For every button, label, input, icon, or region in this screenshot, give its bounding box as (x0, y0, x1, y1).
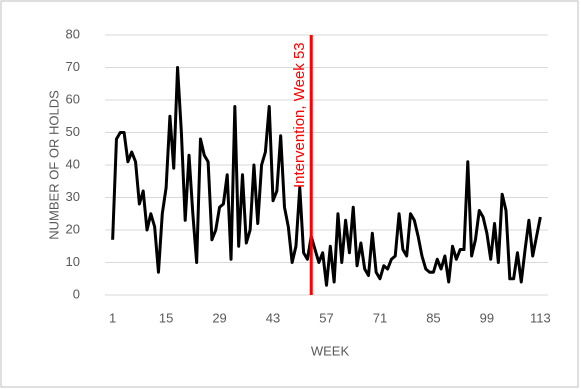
x-tick-label: 85 (426, 310, 440, 325)
y-tick-label: 20 (66, 221, 80, 236)
x-tick-label: 71 (373, 310, 387, 325)
y-tick-label: 10 (66, 254, 80, 269)
x-tick-label: 29 (212, 310, 226, 325)
y-tick-label: 0 (73, 286, 80, 301)
x-axis-label: WEEK (311, 343, 350, 358)
x-tick-label: 57 (319, 310, 333, 325)
y-tick-label: 50 (66, 124, 80, 139)
intervention-label: Intervention, Week 53 (291, 42, 308, 188)
data-line (111, 66, 542, 287)
x-tick-label: 1 (109, 310, 116, 325)
y-tick-label: 30 (66, 189, 80, 204)
y-axis-label: NUMBER OF OR HOLDS (46, 90, 61, 240)
y-tick-label: 70 (66, 59, 80, 74)
x-tick-label: 15 (159, 310, 173, 325)
y-tick-label: 80 (66, 26, 80, 41)
x-tick-label: 43 (266, 310, 280, 325)
x-tick-label: 99 (480, 310, 494, 325)
y-tick-label: 60 (66, 91, 80, 106)
y-tick-label: 40 (66, 156, 80, 171)
x-tick-label: 113 (530, 310, 551, 325)
